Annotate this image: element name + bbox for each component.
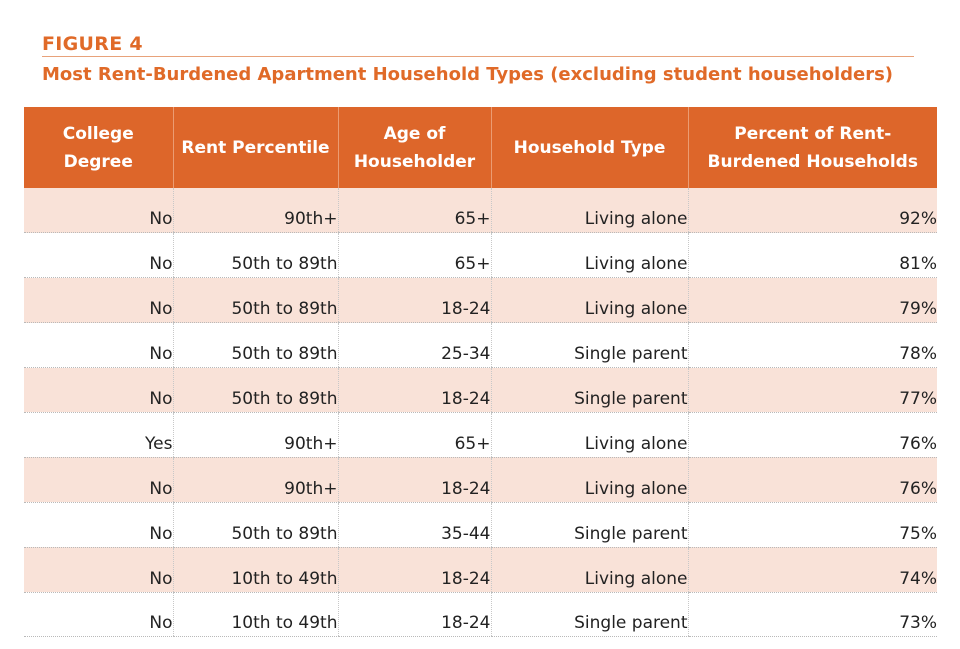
column-header-percent-rent-burdened: Percent of Rent-Burdened Households	[687, 107, 937, 188]
percent-cell: 79%	[687, 277, 937, 324]
college-degree-cell: No	[24, 367, 173, 413]
age-cell: 18-24	[337, 367, 491, 413]
age-cell: 18-24	[337, 277, 491, 324]
rent-burden-table: College Degree Rent Percentile Age of Ho…	[24, 107, 937, 638]
age-cell: 35-44	[337, 502, 491, 548]
table-row: No 90th+ 18-24 Living alone 76%	[24, 457, 937, 503]
household-type-cell: Living alone	[490, 547, 688, 593]
age-cell: 65+	[337, 188, 491, 234]
household-type-cell: Living alone	[490, 188, 688, 234]
column-header-household-type: Household Type	[490, 107, 688, 188]
age-cell: 18-24	[337, 457, 491, 503]
rent-percentile-cell: 90th+	[172, 188, 338, 234]
header-row: College Degree Rent Percentile Age of Ho…	[24, 107, 937, 188]
table-row: No 10th to 49th 18-24 Living alone 74%	[24, 547, 937, 593]
rent-percentile-cell: 50th to 89th	[172, 367, 338, 413]
percent-cell: 74%	[687, 547, 937, 593]
percent-cell: 75%	[687, 502, 937, 548]
household-type-cell: Single parent	[490, 367, 688, 413]
figure-label: FIGURE 4	[42, 33, 143, 55]
rent-percentile-cell: 50th to 89th	[172, 502, 338, 548]
rent-percentile-cell: 10th to 49th	[172, 547, 338, 593]
column-header-college-degree: College Degree	[24, 107, 173, 188]
percent-cell: 76%	[687, 457, 937, 503]
college-degree-cell: Yes	[24, 412, 173, 458]
college-degree-cell: No	[24, 188, 173, 234]
college-degree-cell: No	[24, 277, 173, 324]
table-row: No 50th to 89th 65+ Living alone 81%	[24, 232, 937, 279]
table-row: No 90th+ 65+ Living alone 92%	[24, 188, 937, 234]
household-type-cell: Living alone	[490, 457, 688, 503]
table-body: No 90th+ 65+ Living alone 92% No 50th to 89th 6…	[24, 188, 937, 638]
household-type-cell: Single parent	[490, 502, 688, 548]
rent-percentile-cell: 50th to 89th	[172, 277, 338, 324]
table-row: No 50th to 89th 18-24 Living alone 79%	[24, 277, 937, 324]
age-cell: 18-24	[337, 592, 491, 638]
household-type-cell: Single parent	[490, 322, 688, 369]
table-row: No 50th to 89th 18-24 Single parent 77%	[24, 367, 937, 413]
table-row: No 10th to 49th 18-24 Single parent 73%	[24, 592, 937, 638]
college-degree-cell: No	[24, 322, 173, 369]
chart-title: Most Rent-Burdened Apartment Household T…	[42, 64, 894, 85]
percent-cell: 76%	[687, 412, 937, 458]
household-type-cell: Living alone	[490, 277, 688, 324]
table-row: No 50th to 89th 35-44 Single parent 75%	[24, 502, 937, 548]
table-header: College Degree Rent Percentile Age of Ho…	[24, 107, 937, 188]
rent-percentile-cell: 50th to 89th	[172, 322, 338, 369]
college-degree-cell: No	[24, 457, 173, 503]
college-degree-cell: No	[24, 592, 173, 638]
age-cell: 18-24	[337, 547, 491, 593]
column-header-age-of-householder: Age of Householder	[337, 107, 491, 188]
household-type-cell: Living alone	[490, 232, 688, 279]
college-degree-cell: No	[24, 232, 173, 279]
household-type-cell: Living alone	[490, 412, 688, 458]
rent-percentile-cell: 90th+	[172, 412, 338, 458]
percent-cell: 78%	[687, 322, 937, 369]
age-cell: 25-34	[337, 322, 491, 369]
college-degree-cell: No	[24, 502, 173, 548]
age-cell: 65+	[337, 232, 491, 279]
column-header-rent-percentile: Rent Percentile	[172, 107, 338, 188]
household-type-cell: Single parent	[490, 592, 688, 638]
rent-percentile-cell: 10th to 49th	[172, 592, 338, 638]
percent-cell: 77%	[687, 367, 937, 413]
table-row: Yes 90th+ 65+ Living alone 76%	[24, 412, 937, 458]
percent-cell: 81%	[687, 232, 937, 279]
title-divider	[42, 56, 914, 57]
age-cell: 65+	[337, 412, 491, 458]
percent-cell: 92%	[687, 188, 937, 234]
rent-percentile-cell: 90th+	[172, 457, 338, 503]
percent-cell: 73%	[687, 592, 937, 638]
table-row: No 50th to 89th 25-34 Single parent 78%	[24, 322, 937, 369]
rent-percentile-cell: 50th to 89th	[172, 232, 338, 279]
college-degree-cell: No	[24, 547, 173, 593]
